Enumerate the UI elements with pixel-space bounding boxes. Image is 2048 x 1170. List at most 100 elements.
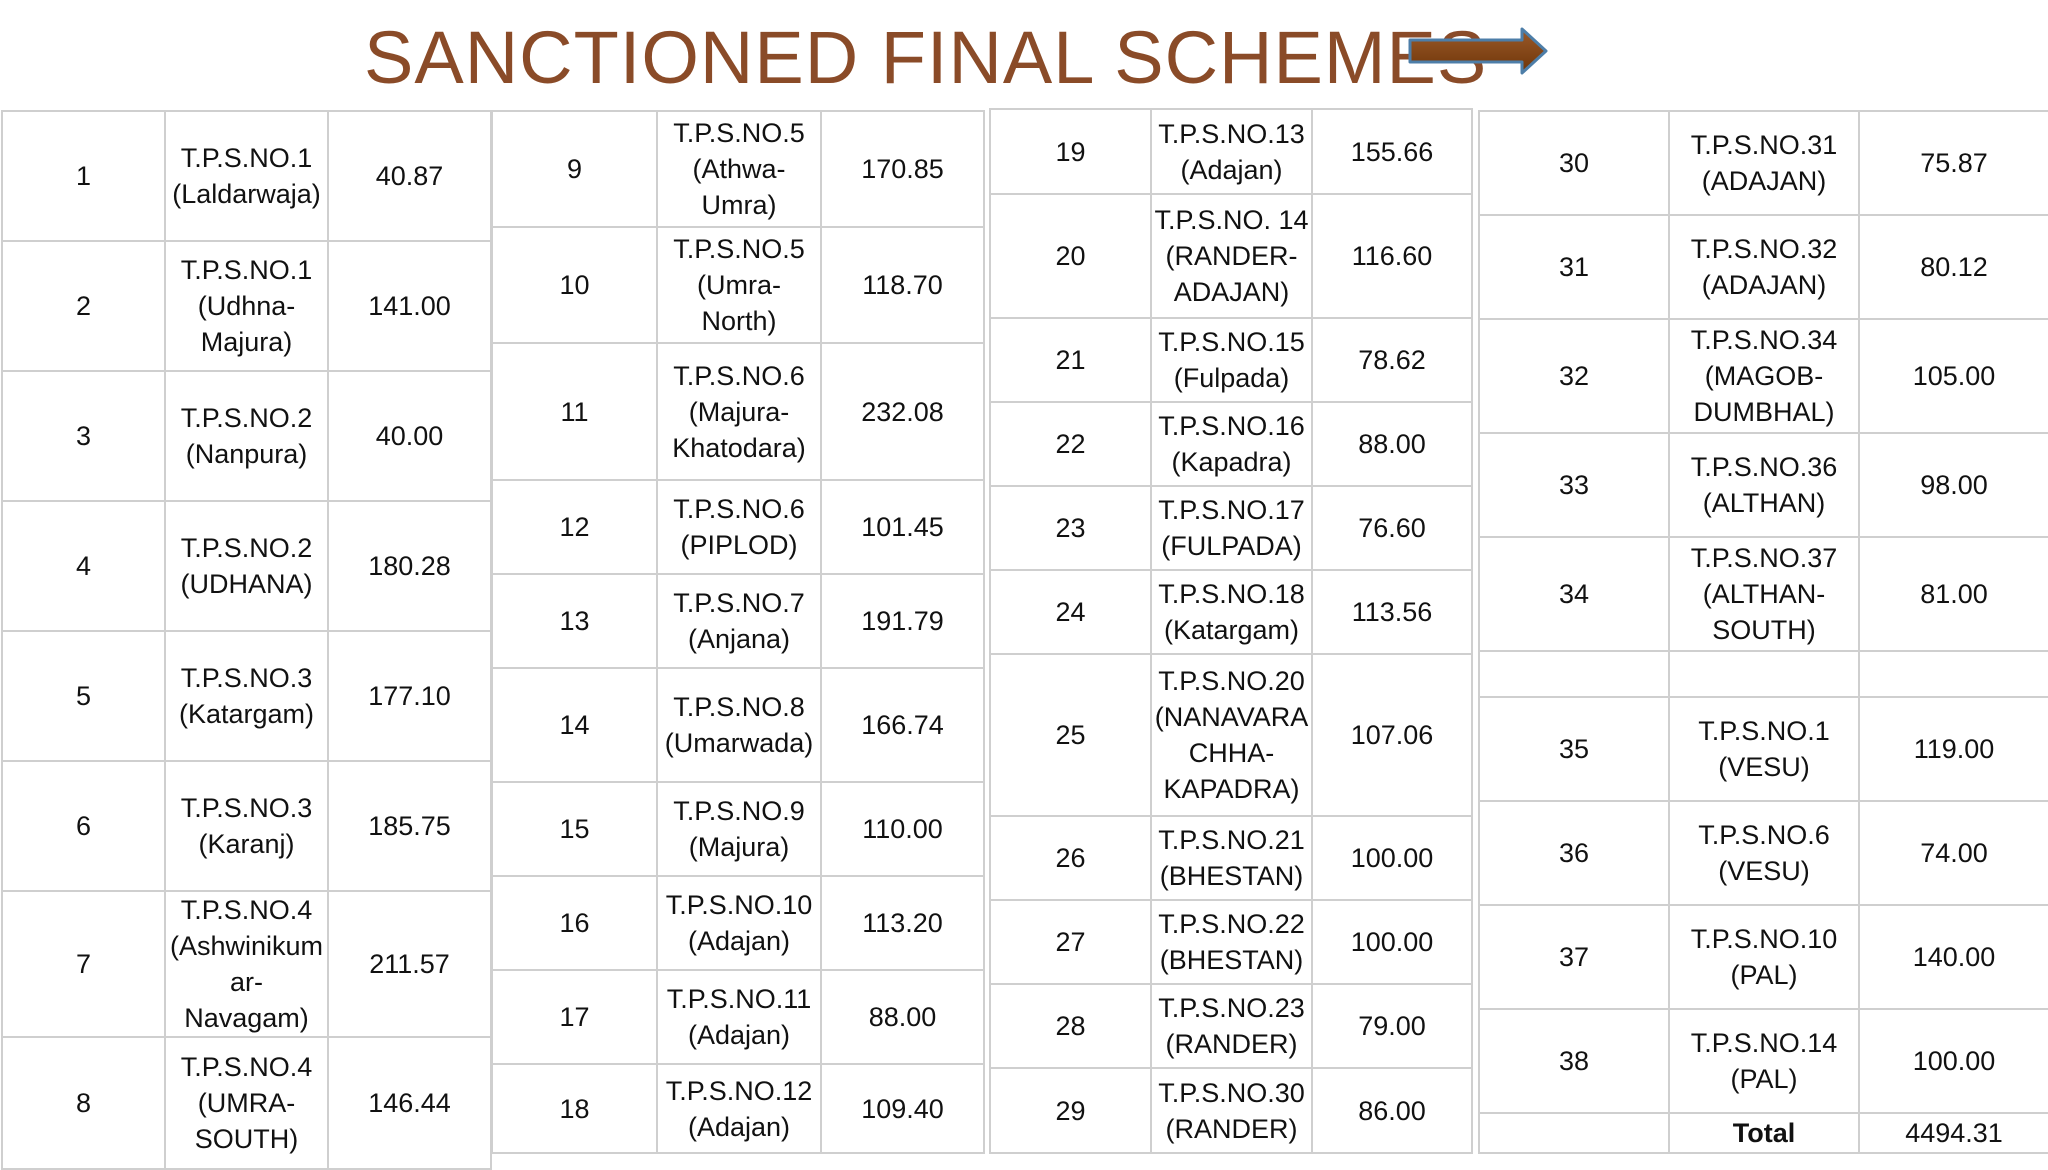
table-row: 33 T.P.S.NO.36 (ALTHAN) 98.00 <box>1478 432 2048 538</box>
scheme-name: T.P.S.NO.9 (Majura) <box>656 781 822 877</box>
schemes-table-1: 1 T.P.S.NO.1 (Laldarwaja) 40.87 2 T.P.S.NO.1(… <box>1 110 492 1170</box>
scheme-number: 7 <box>1 890 166 1038</box>
scheme-number: 21 <box>989 317 1152 403</box>
scheme-area: 185.75 <box>327 760 492 892</box>
scheme-name: T.P.S.NO.30 (RANDER) <box>1150 1067 1313 1154</box>
scheme-name: T.P.S.NO.2 (UDHANA) <box>164 500 329 632</box>
table-row: 21 T.P.S.NO.15 (Fulpada) 78.62 <box>989 317 1473 403</box>
scheme-number: 29 <box>989 1067 1152 1154</box>
scheme-area: 105.00 <box>1858 318 2048 434</box>
table-row: 30 T.P.S.NO.31 (ADAJAN) 75.87 <box>1478 110 2048 216</box>
scheme-name: T.P.S.NO.18 (Katargam) <box>1150 569 1313 655</box>
scheme-name: T.P.S.NO.4 (Ashwinikum ar-Navagam) <box>164 890 329 1038</box>
scheme-number: 16 <box>491 875 658 971</box>
table-row: 35 T.P.S.NO.1 (VESU) 119.00 <box>1478 696 2048 802</box>
scheme-area: 110.00 <box>820 781 985 877</box>
scheme-number: 11 <box>491 342 658 481</box>
scheme-number: 19 <box>989 108 1152 195</box>
scheme-number: 1 <box>1 110 166 242</box>
schemes-table-3: 19 T.P.S.NO.13 (Adajan) 155.66 20 T.P.S.NO. 1… <box>989 108 1473 1154</box>
scheme-area: 107.06 <box>1311 653 1473 817</box>
scheme-name: T.P.S.NO.17 (FULPADA) <box>1150 485 1313 571</box>
scheme-number: 34 <box>1478 536 1670 652</box>
scheme-name: T.P.S.NO.31 (ADAJAN) <box>1668 110 1860 216</box>
right-arrow-icon <box>1408 27 1548 75</box>
scheme-area: 119.00 <box>1858 696 2048 802</box>
table-row: 24 T.P.S.NO.18 (Katargam) 113.56 <box>989 569 1473 655</box>
table-row: 36 T.P.S.NO.6 (VESU) 74.00 <box>1478 800 2048 906</box>
scheme-name: T.P.S.NO.12 (Adajan) <box>656 1063 822 1154</box>
scheme-number: 8 <box>1 1036 166 1170</box>
scheme-name: T.P.S.NO.6 (PIPLOD) <box>656 479 822 575</box>
table-row: 20 T.P.S.NO. 14 (RANDER- ADAJAN) 116.60 <box>989 193 1473 319</box>
table-row: 4 T.P.S.NO.2 (UDHANA) 180.28 <box>1 500 492 632</box>
scheme-area: 166.74 <box>820 667 985 783</box>
scheme-name: T.P.S.NO.15 (Fulpada) <box>1150 317 1313 403</box>
scheme-area: 76.60 <box>1311 485 1473 571</box>
scheme-area: 232.08 <box>820 342 985 481</box>
scheme-number: 18 <box>491 1063 658 1154</box>
scheme-name: T.P.S.NO.8 (Umarwada) <box>656 667 822 783</box>
scheme-name: T.P.S.NO.5 (Athwa- Umra) <box>656 110 822 228</box>
table-row: 17 T.P.S.NO.11 (Adajan) 88.00 <box>491 969 985 1065</box>
scheme-number: 9 <box>491 110 658 228</box>
scheme-number: 12 <box>491 479 658 575</box>
scheme-area: 113.20 <box>820 875 985 971</box>
scheme-number: 13 <box>491 573 658 669</box>
scheme-name: T.P.S.NO.7 (Anjana) <box>656 573 822 669</box>
scheme-name: T.P.S.NO.34 (MAGOB- DUMBHAL) <box>1668 318 1860 434</box>
scheme-name: T.P.S.NO.23 (RANDER) <box>1150 983 1313 1069</box>
table-row: 5 T.P.S.NO.3 (Katargam) 177.10 <box>1 630 492 762</box>
scheme-name: T.P.S.NO.14 (PAL) <box>1668 1008 1860 1114</box>
scheme-name: T.P.S.NO.21 (BHESTAN) <box>1150 815 1313 901</box>
scheme-area: 86.00 <box>1311 1067 1473 1154</box>
scheme-number: 32 <box>1478 318 1670 434</box>
scheme-name: T.P.S.NO.1 (VESU) <box>1668 696 1860 802</box>
table-row: 19 T.P.S.NO.13 (Adajan) 155.66 <box>989 108 1473 195</box>
scheme-name: T.P.S.NO.2 (Nanpura) <box>164 370 329 502</box>
scheme-area: 211.57 <box>327 890 492 1038</box>
scheme-number: 36 <box>1478 800 1670 906</box>
scheme-area: 88.00 <box>1311 401 1473 487</box>
table-row: 38 T.P.S.NO.14 (PAL) 100.00 <box>1478 1008 2048 1114</box>
page-title: SANCTIONED FINAL SCHEMES <box>364 16 1488 99</box>
scheme-name: T.P.S.NO.32 (ADAJAN) <box>1668 214 1860 320</box>
scheme-area: 146.44 <box>327 1036 492 1170</box>
scheme-number: 27 <box>989 899 1152 985</box>
scheme-area: 177.10 <box>327 630 492 762</box>
table-row: 9 T.P.S.NO.5 (Athwa- Umra) 170.85 <box>491 110 985 228</box>
schemes-table-2: 9 T.P.S.NO.5 (Athwa- Umra) 170.85 10 T.P.S.NO.… <box>491 110 985 1154</box>
scheme-area: 155.66 <box>1311 108 1473 195</box>
scheme-number: 37 <box>1478 904 1670 1010</box>
scheme-name: T.P.S.NO.6 (Majura- Khatodara) <box>656 342 822 481</box>
scheme-number: 25 <box>989 653 1152 817</box>
scheme-area: 109.40 <box>820 1063 985 1154</box>
scheme-number <box>1478 1112 1670 1154</box>
scheme-name: Total <box>1668 1112 1860 1154</box>
scheme-name: T.P.S.NO.5 (Umra- North) <box>656 226 822 344</box>
scheme-area: 78.62 <box>1311 317 1473 403</box>
table-row: 16 T.P.S.NO.10 (Adajan) 113.20 <box>491 875 985 971</box>
scheme-area: 116.60 <box>1311 193 1473 319</box>
scheme-area: 118.70 <box>820 226 985 344</box>
table-row: 27 T.P.S.NO.22 (BHESTAN) 100.00 <box>989 899 1473 985</box>
table-row: 1 T.P.S.NO.1 (Laldarwaja) 40.87 <box>1 110 492 242</box>
scheme-area: 88.00 <box>820 969 985 1065</box>
scheme-name: T.P.S.NO.4 (UMRA- SOUTH) <box>164 1036 329 1170</box>
scheme-name: T.P.S.NO.36 (ALTHAN) <box>1668 432 1860 538</box>
table-row: 31 T.P.S.NO.32 (ADAJAN) 80.12 <box>1478 214 2048 320</box>
scheme-name: T.P.S.NO.1 (Udhna- Majura) <box>164 240 329 372</box>
scheme-number: 3 <box>1 370 166 502</box>
scheme-area: 81.00 <box>1858 536 2048 652</box>
scheme-number: 15 <box>491 781 658 877</box>
table-row: 22 T.P.S.NO.16 (Kapadra) 88.00 <box>989 401 1473 487</box>
scheme-name: T.P.S.NO.1 (Laldarwaja) <box>164 110 329 242</box>
table-row: 15 T.P.S.NO.9 (Majura) 110.00 <box>491 781 985 877</box>
scheme-number: 33 <box>1478 432 1670 538</box>
scheme-number: 6 <box>1 760 166 892</box>
scheme-name: T.P.S.NO.10 (Adajan) <box>656 875 822 971</box>
table-row <box>1478 650 2048 698</box>
scheme-area: 113.56 <box>1311 569 1473 655</box>
table-row: 14 T.P.S.NO.8 (Umarwada) 166.74 <box>491 667 985 783</box>
scheme-name: T.P.S.NO.10 (PAL) <box>1668 904 1860 1010</box>
